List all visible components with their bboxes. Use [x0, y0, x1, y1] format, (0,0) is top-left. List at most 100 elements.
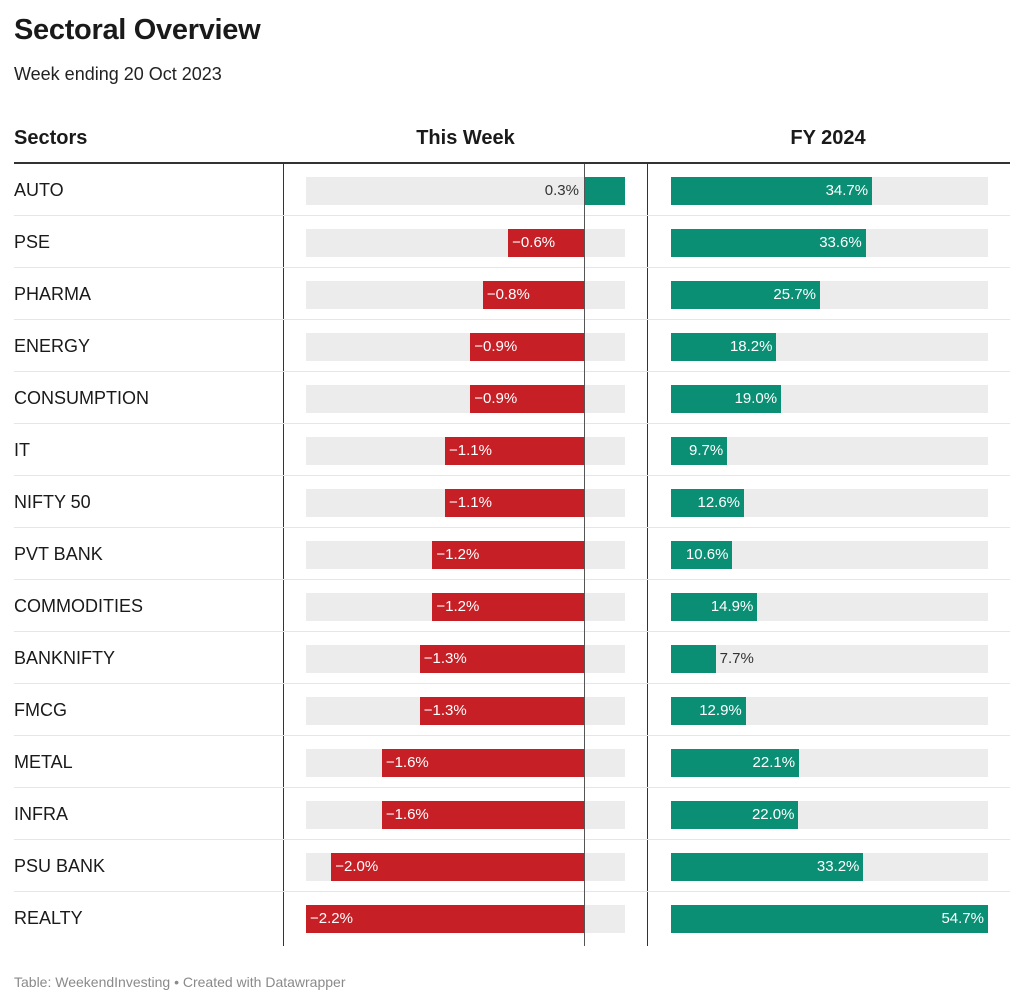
table-row: INFRA −1.6% 22.0% — [0, 788, 1024, 840]
fy-bar — [671, 437, 728, 465]
row-separator — [14, 475, 1010, 476]
chart-footer: Table: WeekendInvesting • Created with D… — [14, 974, 346, 990]
fy-value-label: 34.7% — [825, 182, 869, 199]
fy-value-label: 10.6% — [685, 546, 729, 563]
week-bar — [470, 333, 584, 361]
week-bar — [432, 593, 584, 621]
fy-bar — [671, 645, 716, 673]
sector-label: AUTO — [14, 180, 64, 200]
fy-value-label: 22.0% — [751, 806, 795, 823]
header-rule — [14, 162, 1010, 164]
week-value-label: −0.9% — [474, 338, 518, 355]
table-row: REALTY −2.2% 54.7% — [0, 892, 1024, 944]
table-row: PHARMA −0.8% 25.7% — [0, 268, 1024, 320]
week-value-label: −1.3% — [423, 702, 467, 719]
week-value-label: −0.6% — [512, 234, 556, 251]
sector-label: INFRA — [14, 804, 68, 824]
week-value-label: −1.3% — [423, 650, 467, 667]
week-bar — [381, 801, 584, 829]
column-divider-week — [283, 164, 284, 946]
sector-label: COMMODITIES — [14, 596, 143, 616]
fy-bar — [671, 177, 873, 205]
sector-label: CONSUMPTION — [14, 388, 149, 408]
week-zero-line — [584, 164, 585, 946]
week-bar — [508, 229, 584, 257]
week-bar — [432, 541, 584, 569]
week-bar — [445, 489, 584, 517]
week-bar — [381, 749, 584, 777]
table-row: PSU BANK −2.0% 33.2% — [0, 840, 1024, 892]
fy-bar — [671, 333, 777, 361]
fy-bar-track — [671, 645, 988, 673]
fy-value-label: 9.7% — [689, 442, 724, 459]
table-row: CONSUMPTION −0.9% 19.0% — [0, 372, 1024, 424]
week-bar — [470, 385, 584, 413]
fy-bar — [671, 229, 866, 257]
week-value-label: −1.2% — [436, 546, 480, 563]
column-header-sectors: Sectors — [14, 127, 88, 149]
row-separator — [14, 371, 1010, 372]
row-separator — [14, 527, 1010, 528]
sector-label: FMCG — [14, 700, 67, 720]
fy-bar — [671, 853, 864, 881]
table-row: FMCG −1.3% 12.9% — [0, 684, 1024, 736]
column-header-fy-2024: FY 2024 — [790, 127, 866, 149]
week-bar — [331, 853, 584, 881]
week-value-label: −1.6% — [385, 806, 429, 823]
week-value-label: −1.6% — [385, 754, 429, 771]
fy-bar — [671, 905, 988, 933]
table-row: NIFTY 50 −1.1% 12.6% — [0, 476, 1024, 528]
fy-value-label: 12.6% — [697, 494, 741, 511]
fy-bar — [671, 489, 745, 517]
fy-bar — [671, 385, 782, 413]
fy-value-label: 18.2% — [729, 338, 773, 355]
sector-label: METAL — [14, 752, 73, 772]
week-value-label: −1.1% — [449, 442, 492, 459]
column-divider-fy — [647, 164, 648, 946]
week-value-label: −0.9% — [474, 390, 518, 407]
chart-subtitle: Week ending 20 Oct 2023 — [14, 64, 222, 84]
table-row: METAL −1.6% 22.1% — [0, 736, 1024, 788]
week-value-label: −1.2% — [436, 598, 480, 615]
row-separator — [14, 579, 1010, 580]
sector-label: PSU BANK — [14, 856, 106, 876]
table-row: AUTO 0.3% 34.7% — [0, 164, 1024, 216]
week-bar — [419, 645, 584, 673]
sector-label: REALTY — [14, 908, 83, 928]
row-separator — [14, 319, 1010, 320]
week-bar — [445, 437, 584, 465]
row-separator — [14, 423, 1010, 424]
week-value-label: −2.0% — [335, 858, 379, 875]
row-separator — [14, 787, 1010, 788]
fy-value-label: 14.9% — [710, 598, 754, 615]
fy-bar — [671, 541, 733, 569]
fy-value-label: 33.2% — [816, 858, 860, 875]
sector-label: IT — [14, 440, 30, 460]
week-bar-track — [306, 177, 625, 205]
fy-value-label: 12.9% — [699, 702, 742, 719]
fy-value-label: 54.7% — [941, 910, 984, 927]
week-bar — [419, 697, 584, 725]
fy-value-label: 25.7% — [773, 286, 816, 303]
fy-bar — [671, 281, 820, 309]
sector-label: PSE — [14, 232, 51, 252]
week-value-label: −1.1% — [449, 494, 492, 511]
fy-bar — [671, 749, 800, 777]
row-separator — [14, 735, 1010, 736]
row-separator — [14, 839, 1010, 840]
fy-value-label: 7.7% — [719, 650, 754, 667]
row-separator — [14, 267, 1010, 268]
table-row: ENERGY −0.9% 18.2% — [0, 320, 1024, 372]
fy-bar — [671, 801, 799, 829]
week-value-label: 0.3% — [544, 182, 579, 199]
chart-title: Sectoral Overview — [14, 14, 261, 46]
fy-bar — [671, 593, 758, 621]
row-separator — [14, 683, 1010, 684]
row-separator — [14, 215, 1010, 216]
fy-value-label: 22.1% — [752, 754, 796, 771]
row-separator — [14, 891, 1010, 892]
table-row: IT −1.1% 9.7% — [0, 424, 1024, 476]
table-body: AUTO 0.3% 34.7% PSE −0.6% 33.6% PHARMA −0.8% 25.… — [0, 164, 1024, 944]
fy-value-label: 33.6% — [819, 234, 862, 251]
sector-label: PHARMA — [14, 284, 92, 304]
